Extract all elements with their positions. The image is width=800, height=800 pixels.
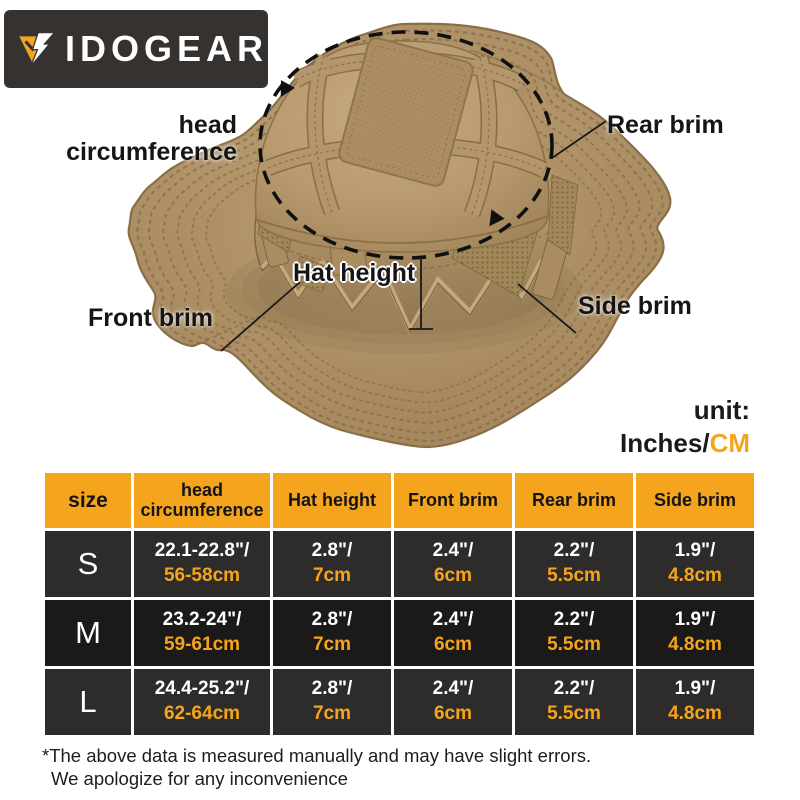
row-l-rear-brim: 2.2"/5.5cm	[515, 669, 633, 735]
row-m-hat-height: 2.8"/7cm	[273, 600, 391, 666]
unit-cm: CM	[709, 427, 750, 458]
header-cell-head-circumference: head circumference	[134, 473, 270, 528]
row-l-side-brim: 1.9"/4.8cm	[636, 669, 754, 735]
brand-logo: IDOGEAR	[4, 10, 268, 88]
arrowhead-icon	[489, 209, 505, 227]
row-l-front-brim: 2.4"/6cm	[394, 669, 512, 735]
brand-name: IDOGEAR	[64, 28, 268, 69]
unit-inches: Inches/	[619, 427, 710, 458]
unit-note: unit: Inches/CM	[620, 394, 750, 459]
disclaimer-line2: We apologize for any inconvenience	[51, 767, 348, 789]
label-side-brim: Side brim	[578, 292, 692, 320]
unit-label: unit:	[693, 395, 750, 425]
header-cell-front-brim: Front brim	[394, 473, 512, 528]
header-cell-side-brim: Side brim	[636, 473, 754, 528]
hat-diagram-section: IDOGEAR head circumference Rear brim Hat…	[4, 10, 750, 459]
size-table: size head circumference Hat height Front…	[45, 473, 754, 735]
row-s-rear-brim: 2.2"/5.5cm	[515, 531, 633, 597]
disclaimer-line1: *The above data is measured manually and…	[42, 745, 592, 766]
row-l-hat-height: 2.8"/7cm	[273, 669, 391, 735]
row-s-size: S	[45, 531, 131, 597]
row-l-size: L	[45, 669, 131, 735]
row-s-side-brim: 1.9"/4.8cm	[636, 531, 754, 597]
label-hat-height: Hat height	[293, 259, 416, 287]
row-m-front-brim: 2.4"/6cm	[394, 600, 512, 666]
row-m-size: M	[45, 600, 131, 666]
unit-values: Inches/CM	[620, 427, 750, 460]
row-m-rear-brim: 2.2"/5.5cm	[515, 600, 633, 666]
circumference-dashed-ellipse	[258, 30, 554, 260]
velcro-panel	[338, 37, 474, 187]
row-s-front-brim: 2.4"/6cm	[394, 531, 512, 597]
front-brim-pointer-line	[220, 281, 301, 352]
label-rear-brim: Rear brim	[607, 111, 724, 139]
crown-dome	[254, 37, 550, 253]
row-m-head-circumference: 23.2-24"/59-61cm	[134, 600, 270, 666]
boonie-hat-photo	[127, 22, 672, 449]
disclaimer-note: *The above data is measured manually and…	[42, 745, 800, 791]
header-cell-rear-brim: Rear brim	[515, 473, 633, 528]
label-front-brim: Front brim	[88, 304, 213, 332]
rear-brim-pointer-line	[551, 120, 607, 159]
pointer-lines	[220, 120, 607, 352]
arrowhead-icon	[280, 80, 295, 98]
header-cell-hat-height: Hat height	[273, 473, 391, 528]
label-head-circumference: head circumference	[66, 111, 237, 166]
row-l-head-circumference: 24.4-25.2"/62-64cm	[134, 669, 270, 735]
row-m-side-brim: 1.9"/4.8cm	[636, 600, 754, 666]
brand-logo-mark-icon	[19, 32, 56, 68]
header-cell-size: size	[45, 473, 131, 528]
row-s-hat-height: 2.8"/7cm	[273, 531, 391, 597]
row-s-head-circumference: 22.1-22.8"/56-58cm	[134, 531, 270, 597]
side-brim-pointer-line	[517, 283, 577, 334]
